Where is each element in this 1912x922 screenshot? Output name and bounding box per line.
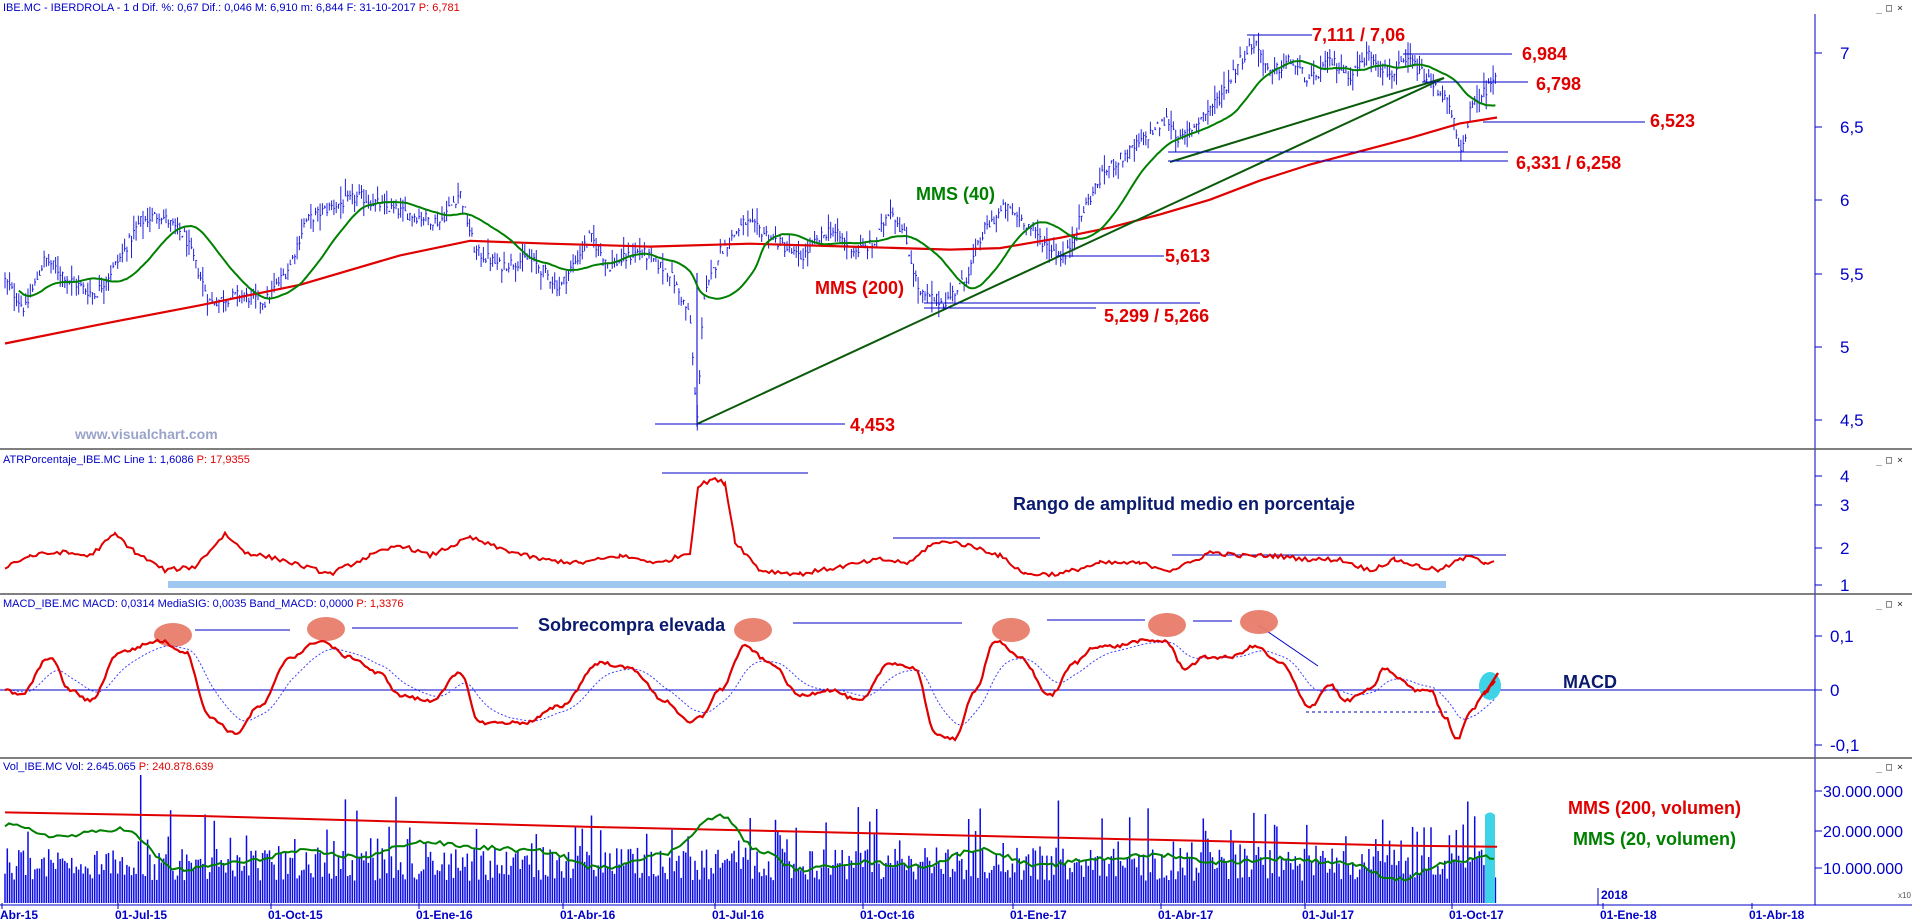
macd-signal-line xyxy=(4,641,1496,726)
x-tick-label: 01-Jul-17 xyxy=(1302,908,1354,922)
y-tick-label: 6 xyxy=(1840,191,1849,210)
mms40-label: MMS (40) xyxy=(916,184,995,204)
x-axis: Abr-15 01-Jul-15 01-Oct-15 01-Ene-16 01-Abr-… xyxy=(0,903,1805,922)
trend-lines xyxy=(696,77,1445,425)
macd-y-axis: 0,1 0 -0,1 xyxy=(1815,627,1859,755)
close-icon[interactable]: × xyxy=(1897,599,1903,610)
mms200-label: MMS (200) xyxy=(815,278,904,298)
y-tick-label: 0 xyxy=(1830,681,1839,700)
maximize-icon[interactable]: □ xyxy=(1886,599,1892,610)
volume-mms200-line xyxy=(4,811,1498,848)
window-controls-macd[interactable]: _ □ × xyxy=(1876,599,1903,610)
annotation-s1: 6,331 / 6,258 xyxy=(1516,153,1621,173)
price-y-axis: 7 6,5 6 5,5 5 4,5 xyxy=(1815,44,1864,430)
y-tick-label: 20.000.000 xyxy=(1823,824,1903,841)
x-tick-label: 01-Abr-17 xyxy=(1158,908,1214,922)
maximize-icon[interactable]: □ xyxy=(1886,3,1892,14)
volume-y-axis: 30.000.000 20.000.000 10.000.000 xyxy=(1815,784,1903,878)
x-tick-label: 01-Ene-16 xyxy=(416,908,473,922)
overbought-marker-6 xyxy=(1240,610,1278,634)
y-tick-label: 0,1 xyxy=(1830,627,1854,646)
macd-label: MACD xyxy=(1563,672,1617,692)
annotation-s2: 5,613 xyxy=(1165,246,1210,266)
close-icon[interactable]: × xyxy=(1897,3,1903,14)
overbought-marker-4 xyxy=(992,618,1030,642)
close-icon[interactable]: × xyxy=(1897,455,1903,466)
annotation-r2: 6,798 xyxy=(1536,74,1581,94)
overbought-marker-2 xyxy=(307,617,345,641)
overbought-markers xyxy=(154,610,1278,647)
minimize-icon[interactable]: _ xyxy=(1876,3,1883,14)
trendline-short xyxy=(1169,77,1445,163)
volume-mms20-line xyxy=(4,813,1495,882)
minimize-icon[interactable]: _ xyxy=(1876,455,1883,466)
atr-title: Rango de amplitud medio en porcentaje xyxy=(1013,494,1355,514)
window-controls-price[interactable]: _ □ × xyxy=(1876,3,1903,14)
x-tick-label: 01-Oct-17 xyxy=(1449,908,1504,922)
annotation-high: 7,111 / 7,06 xyxy=(1312,25,1405,45)
support-resistance-lines xyxy=(655,34,1645,425)
minimize-icon[interactable]: _ xyxy=(1876,762,1883,773)
overbought-label: Sobrecompra elevada xyxy=(538,615,726,635)
annotation-low: 4,453 xyxy=(850,415,895,435)
watermark: www.visualchart.com xyxy=(74,426,218,442)
window-controls-volume[interactable]: _ □ × xyxy=(1876,762,1903,773)
maximize-icon[interactable]: □ xyxy=(1886,455,1892,466)
y-tick-label: 5,5 xyxy=(1840,265,1864,284)
atr-ref-lines xyxy=(662,472,1506,556)
y-tick-label: 4,5 xyxy=(1840,411,1864,430)
corner-scale: x10 xyxy=(1898,891,1911,900)
annotation-r1: 6,984 xyxy=(1522,44,1567,64)
x-tick-label: 01-Jul-15 xyxy=(115,908,167,922)
y-tick-label: 1 xyxy=(1840,576,1849,595)
y-tick-label: -0,1 xyxy=(1830,736,1859,755)
macd-line xyxy=(4,638,1496,742)
volume-panel-header: Vol_IBE.MC Vol: 2.645.065 P: 240.878.639 xyxy=(3,761,213,773)
mms200-line xyxy=(4,116,1498,345)
y-tick-label: 6,5 xyxy=(1840,118,1864,137)
annotation-s3: 5,299 / 5,266 xyxy=(1104,306,1209,326)
x-tick-label: 01-Jul-16 xyxy=(712,908,764,922)
volume-mms20-label: MMS (20, volumen) xyxy=(1573,829,1736,849)
atr-highlight-bar xyxy=(168,581,1446,588)
volume-bars xyxy=(4,775,1497,903)
y-tick-label: 30.000.000 xyxy=(1823,784,1903,801)
y-tick-label: 10.000.000 xyxy=(1823,861,1903,878)
macd-up-arrow xyxy=(1482,672,1500,696)
volume-mms200-label: MMS (200, volumen) xyxy=(1568,798,1741,818)
mms40-line xyxy=(18,59,1496,300)
y-tick-label: 7 xyxy=(1840,44,1849,63)
y-tick-label: 3 xyxy=(1840,496,1849,515)
overbought-marker-3 xyxy=(734,618,772,642)
x-tick-label: 01-Abr-18 xyxy=(1749,908,1805,922)
overbought-marker-1 xyxy=(154,623,192,647)
year-marker: 2018 xyxy=(1601,888,1628,902)
price-panel-header: IBE.MC - IBERDROLA - 1 d Dif. %: 0,67 Di… xyxy=(3,2,460,14)
atr-line xyxy=(4,476,1495,578)
minimize-icon[interactable]: _ xyxy=(1876,599,1883,610)
y-tick-label: 4 xyxy=(1840,467,1849,486)
maximize-icon[interactable]: □ xyxy=(1886,762,1892,773)
price-bars xyxy=(4,32,1497,431)
atr-panel-header: ATRPorcentaje_IBE.MC Line 1: 1,6086 P: 1… xyxy=(3,454,250,466)
atr-y-axis: 4 3 2 1 xyxy=(1815,467,1849,595)
y-tick-label: 2 xyxy=(1840,539,1849,558)
y-tick-label: 5 xyxy=(1840,338,1849,357)
trendline-long xyxy=(696,77,1445,425)
x-tick-label: 01-Oct-15 xyxy=(268,908,323,922)
macd-ref-lines xyxy=(195,619,1450,713)
x-tick-label: 01-Ene-17 xyxy=(1010,908,1067,922)
x-tick-label: 01-Oct-16 xyxy=(860,908,915,922)
window-controls-atr[interactable]: _ □ × xyxy=(1876,455,1903,466)
x-tick-label: Abr-15 xyxy=(0,908,38,922)
close-icon[interactable]: × xyxy=(1897,762,1903,773)
annotation-r3: 6,523 xyxy=(1650,111,1695,131)
overbought-marker-5 xyxy=(1148,613,1186,637)
x-tick-label: 01-Ene-18 xyxy=(1600,908,1657,922)
x-tick-label: 01-Abr-16 xyxy=(560,908,616,922)
macd-panel-header: MACD_IBE.MC MACD: 0,0314 MediaSIG: 0,003… xyxy=(3,598,404,610)
